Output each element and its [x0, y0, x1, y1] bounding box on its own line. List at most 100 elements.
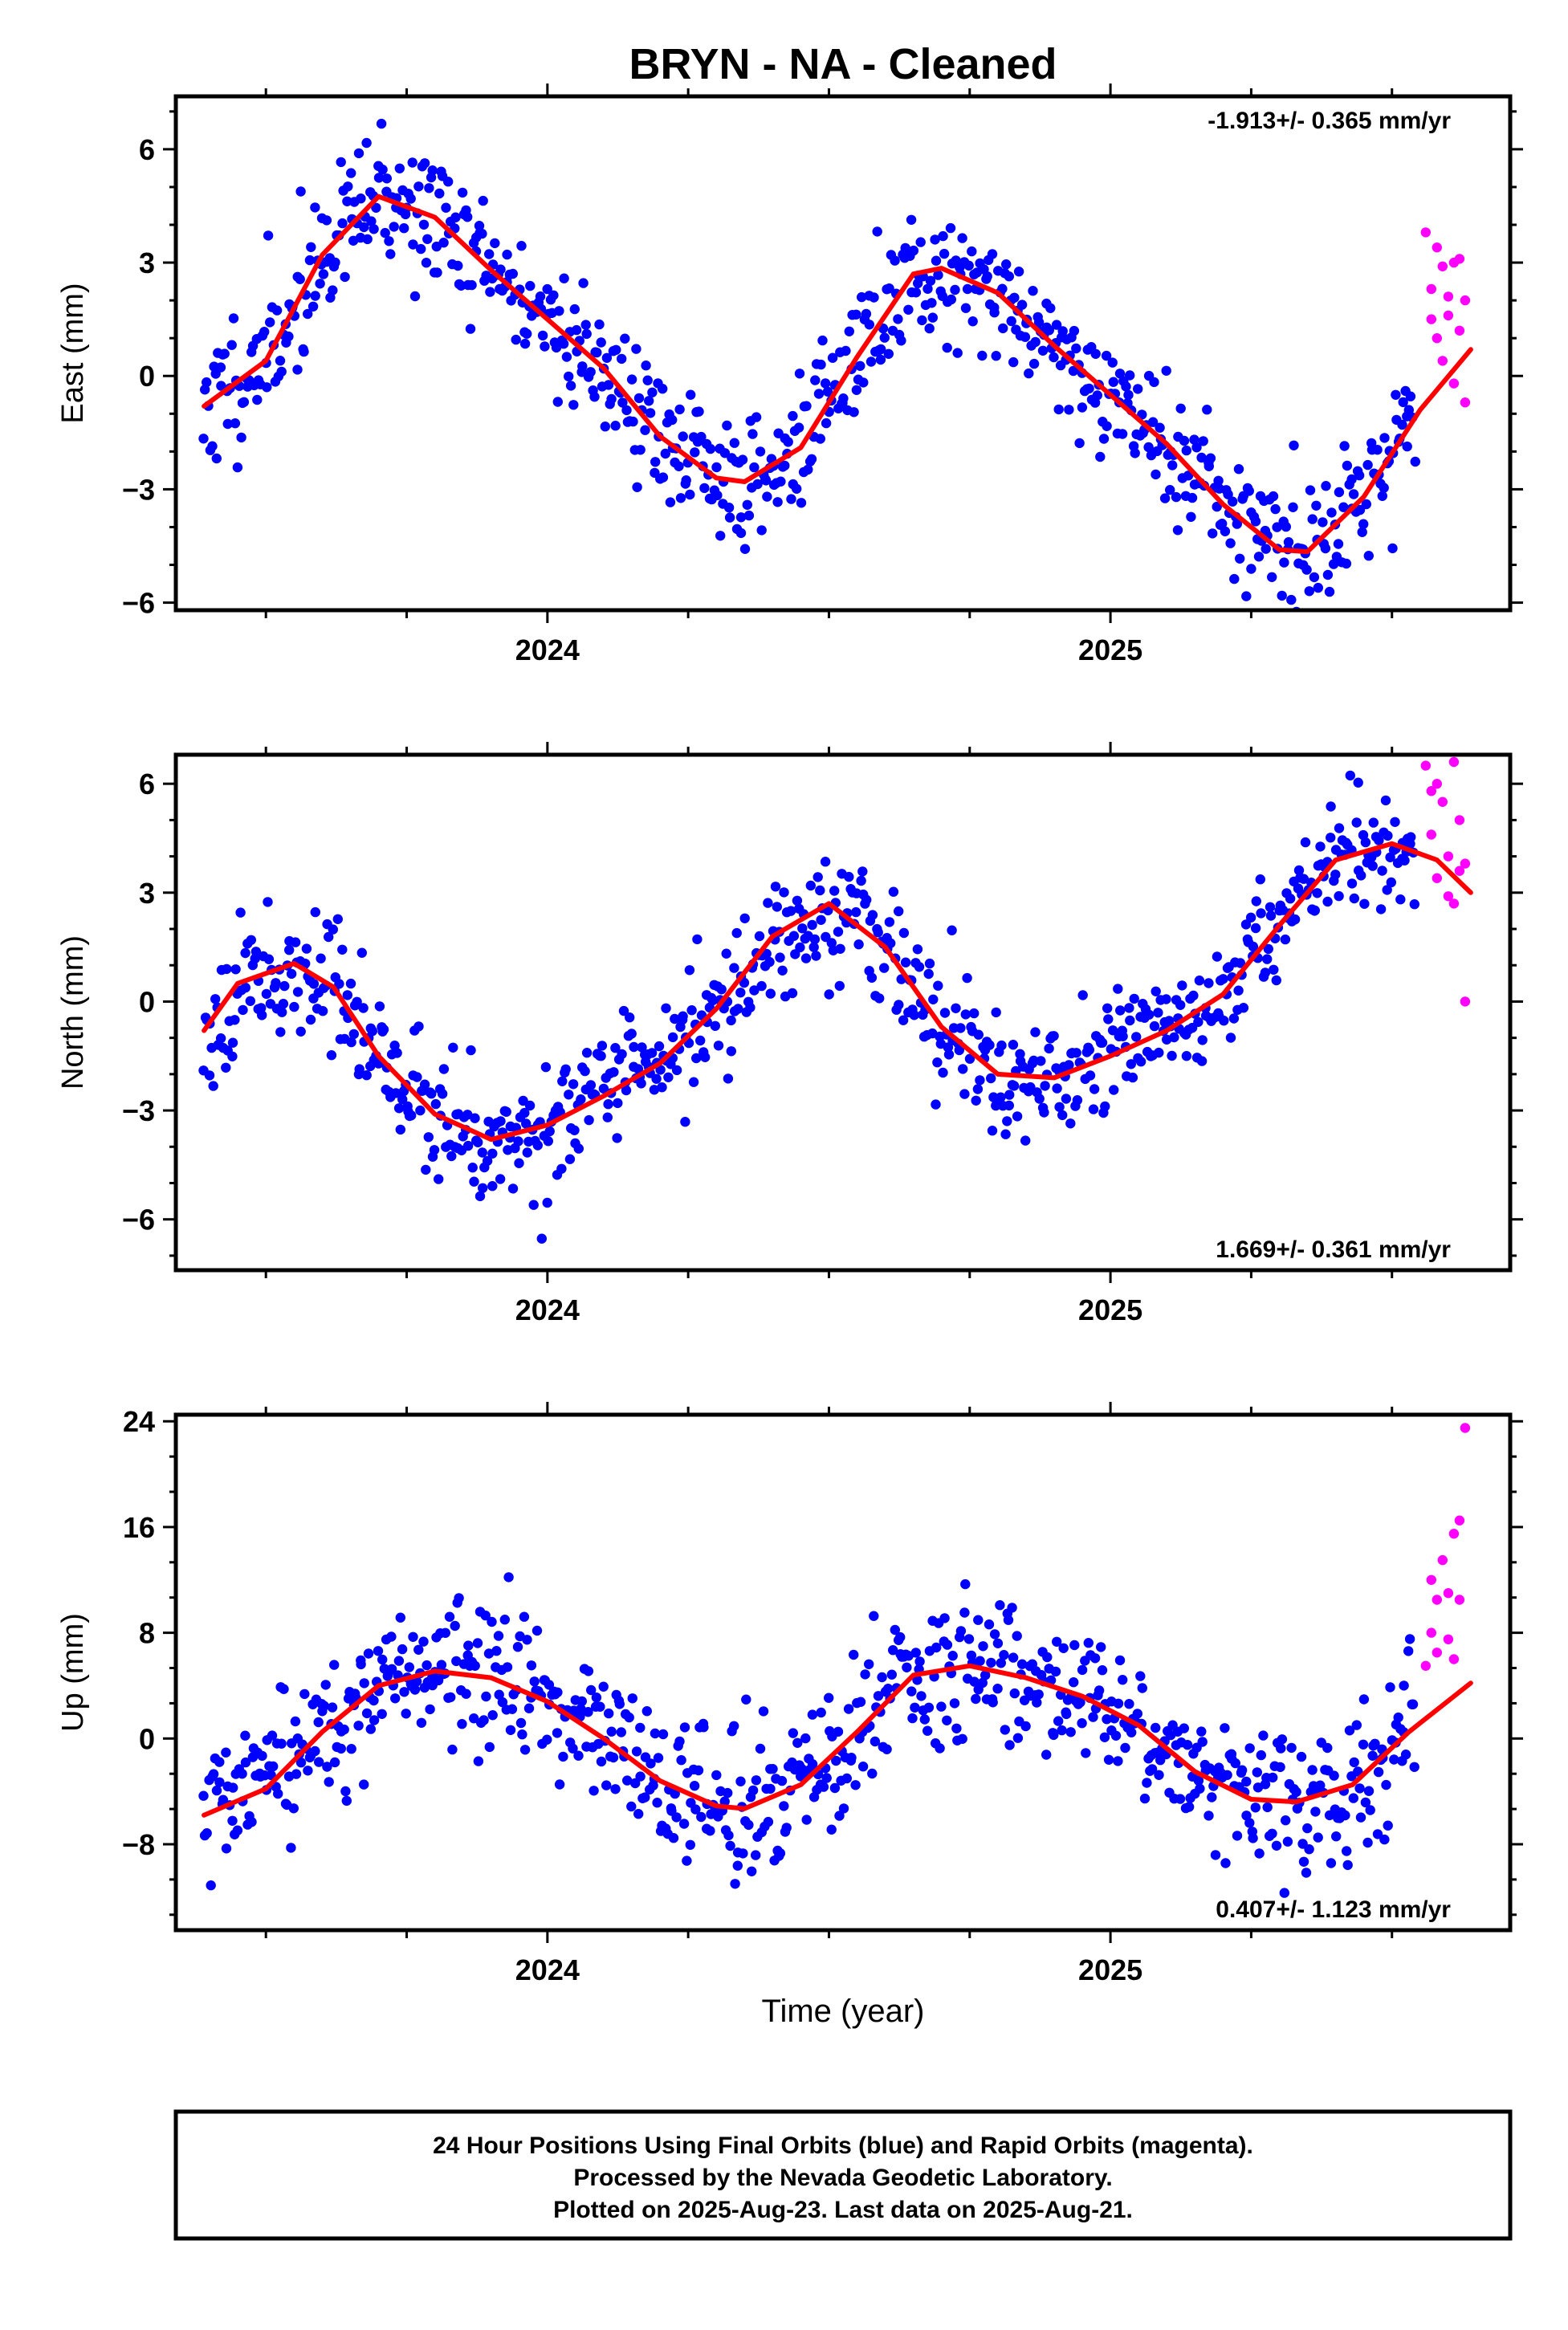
final-orbit-point [930, 234, 940, 245]
final-orbit-point [522, 1147, 532, 1158]
final-orbit-point [775, 952, 785, 963]
final-orbit-point [1235, 958, 1246, 968]
final-orbit-point [380, 227, 390, 238]
final-orbit-point [478, 195, 488, 206]
final-orbit-point [1256, 1750, 1267, 1761]
final-orbit-point [756, 525, 767, 536]
final-orbit-point [1406, 832, 1416, 842]
rate-annotation: 0.407+/- 1.123 mm/yr [1216, 1896, 1451, 1923]
final-orbit-point [1409, 1762, 1419, 1772]
final-orbit-point [780, 460, 790, 471]
final-orbit-point [827, 352, 838, 363]
final-orbit-point [1271, 1840, 1282, 1851]
final-orbit-point [755, 446, 766, 457]
final-orbit-point [1301, 564, 1312, 575]
final-orbit-point [647, 387, 658, 397]
final-orbit-point [955, 1023, 966, 1033]
final-orbit-point [324, 931, 334, 943]
final-orbit-point [1036, 1056, 1046, 1066]
final-orbit-point [304, 255, 316, 266]
final-orbit-point [947, 1651, 958, 1661]
final-orbit-point [346, 168, 356, 178]
final-orbit-point [1322, 569, 1334, 580]
final-orbit-point [820, 378, 831, 389]
final-orbit-point [361, 137, 372, 149]
final-orbit-point [1241, 591, 1252, 601]
final-orbit-point [1238, 1003, 1249, 1013]
plot-area [198, 118, 1473, 610]
final-orbit-point [641, 360, 651, 371]
final-orbit-point [207, 441, 218, 451]
final-orbit-point [386, 1664, 397, 1674]
final-orbit-point [246, 935, 256, 946]
final-orbit-point [1033, 317, 1045, 328]
final-orbit-point [698, 1722, 709, 1733]
final-orbit-point [1196, 1726, 1207, 1737]
final-orbit-point [939, 1613, 950, 1623]
final-orbit-point [451, 1656, 462, 1667]
final-orbit-point [1049, 352, 1059, 363]
final-orbit-point [1077, 1718, 1087, 1729]
final-orbit-point [594, 319, 605, 330]
final-orbit-point [688, 1077, 699, 1087]
final-orbit-point [341, 1795, 352, 1807]
rapid-orbit-point [1432, 779, 1443, 789]
final-orbit-point [1399, 1680, 1409, 1691]
final-orbit-point [1355, 1812, 1366, 1823]
final-orbit-point [723, 503, 735, 513]
final-orbit-point [1197, 1737, 1208, 1747]
final-orbit-point [1233, 464, 1244, 475]
final-orbit-point [324, 1777, 334, 1787]
final-orbit-point [425, 1704, 435, 1715]
final-orbit-point [735, 988, 746, 998]
final-orbit-point [931, 1099, 941, 1110]
final-orbit-point [395, 1612, 405, 1623]
final-orbit-point [198, 434, 209, 444]
final-orbit-point [606, 393, 617, 405]
final-orbit-point [991, 1100, 1001, 1111]
final-orbit-point [474, 221, 485, 231]
final-orbit-point [543, 1136, 553, 1147]
final-orbit-point [927, 312, 939, 323]
final-orbit-point [679, 1722, 690, 1733]
final-orbit-point [735, 1776, 746, 1786]
footer-line-1: 24 Hour Positions Using Final Orbits (bl… [433, 2132, 1253, 2159]
final-orbit-point [1044, 1043, 1054, 1054]
final-orbit-point [691, 1053, 702, 1064]
rapid-orbit-point [1437, 356, 1448, 366]
final-orbit-point [1069, 325, 1080, 336]
rapid-orbit-point [1460, 1423, 1471, 1433]
final-orbit-point [608, 1752, 619, 1763]
final-orbit-point [1265, 910, 1277, 921]
final-orbit-point [1135, 1671, 1146, 1681]
final-orbit-point [1361, 499, 1372, 510]
final-orbit-point [263, 897, 273, 907]
final-orbit-point [1181, 445, 1192, 456]
final-orbit-point [512, 1642, 523, 1652]
final-orbit-point [283, 331, 294, 342]
final-orbit-point [807, 919, 817, 931]
final-orbit-point [526, 1660, 537, 1671]
final-orbit-point [1236, 1765, 1248, 1775]
final-orbit-point [583, 1666, 594, 1676]
final-orbit-point [1205, 453, 1216, 463]
final-orbit-point [803, 464, 813, 475]
final-orbit-point [1092, 390, 1103, 401]
final-orbit-point [528, 1200, 539, 1210]
final-orbit-point [397, 1094, 408, 1105]
final-orbit-point [457, 187, 468, 198]
final-orbit-point [1232, 519, 1243, 529]
final-orbit-point [963, 1634, 975, 1644]
final-orbit-point [705, 1826, 715, 1836]
final-orbit-point [674, 461, 684, 471]
final-orbit-point [1363, 1786, 1375, 1796]
final-orbit-point [960, 1578, 971, 1590]
final-orbit-point [942, 1715, 952, 1725]
final-orbit-point [597, 1041, 608, 1051]
final-orbit-point [761, 948, 772, 959]
final-orbit-point [299, 1688, 310, 1700]
final-orbit-point [996, 1040, 1007, 1051]
final-orbit-point [1167, 460, 1178, 470]
final-orbit-point [991, 351, 1001, 361]
final-orbit-point [1383, 1820, 1393, 1831]
